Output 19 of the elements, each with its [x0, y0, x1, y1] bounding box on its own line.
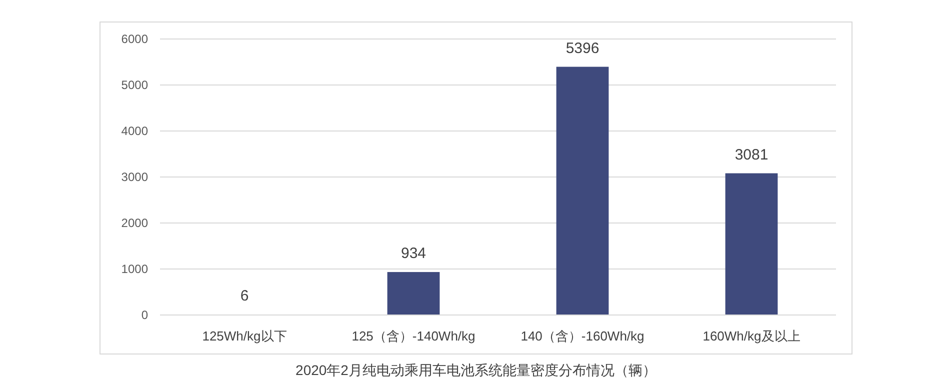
- x-tick-label: 125（含）-140Wh/kg: [352, 328, 476, 344]
- y-tick-label: 4000: [121, 124, 148, 138]
- y-tick-label: 0: [141, 308, 148, 322]
- y-tick-label: 6000: [121, 32, 148, 46]
- data-label: 5396: [566, 40, 600, 57]
- y-tick-label: 3000: [121, 170, 148, 184]
- data-label: 6: [240, 288, 249, 305]
- y-tick-label: 5000: [121, 78, 148, 92]
- x-tick-label: 160Wh/kg及以上: [702, 328, 800, 344]
- bar: [556, 66, 609, 315]
- bar: [387, 272, 440, 315]
- y-tick-label: 2000: [121, 216, 148, 230]
- y-tick-label: 1000: [121, 262, 148, 276]
- data-label: 934: [400, 245, 426, 262]
- bar: [725, 173, 778, 315]
- x-tick-label: 140（含）-160Wh/kg: [520, 328, 644, 344]
- data-label: 3081: [734, 146, 768, 164]
- text: 2020年2月纯电动乘用车电池系统能量密度分布情况（辆）: [296, 362, 656, 378]
- x-tick-label: 125Wh/kg以下: [202, 328, 287, 344]
